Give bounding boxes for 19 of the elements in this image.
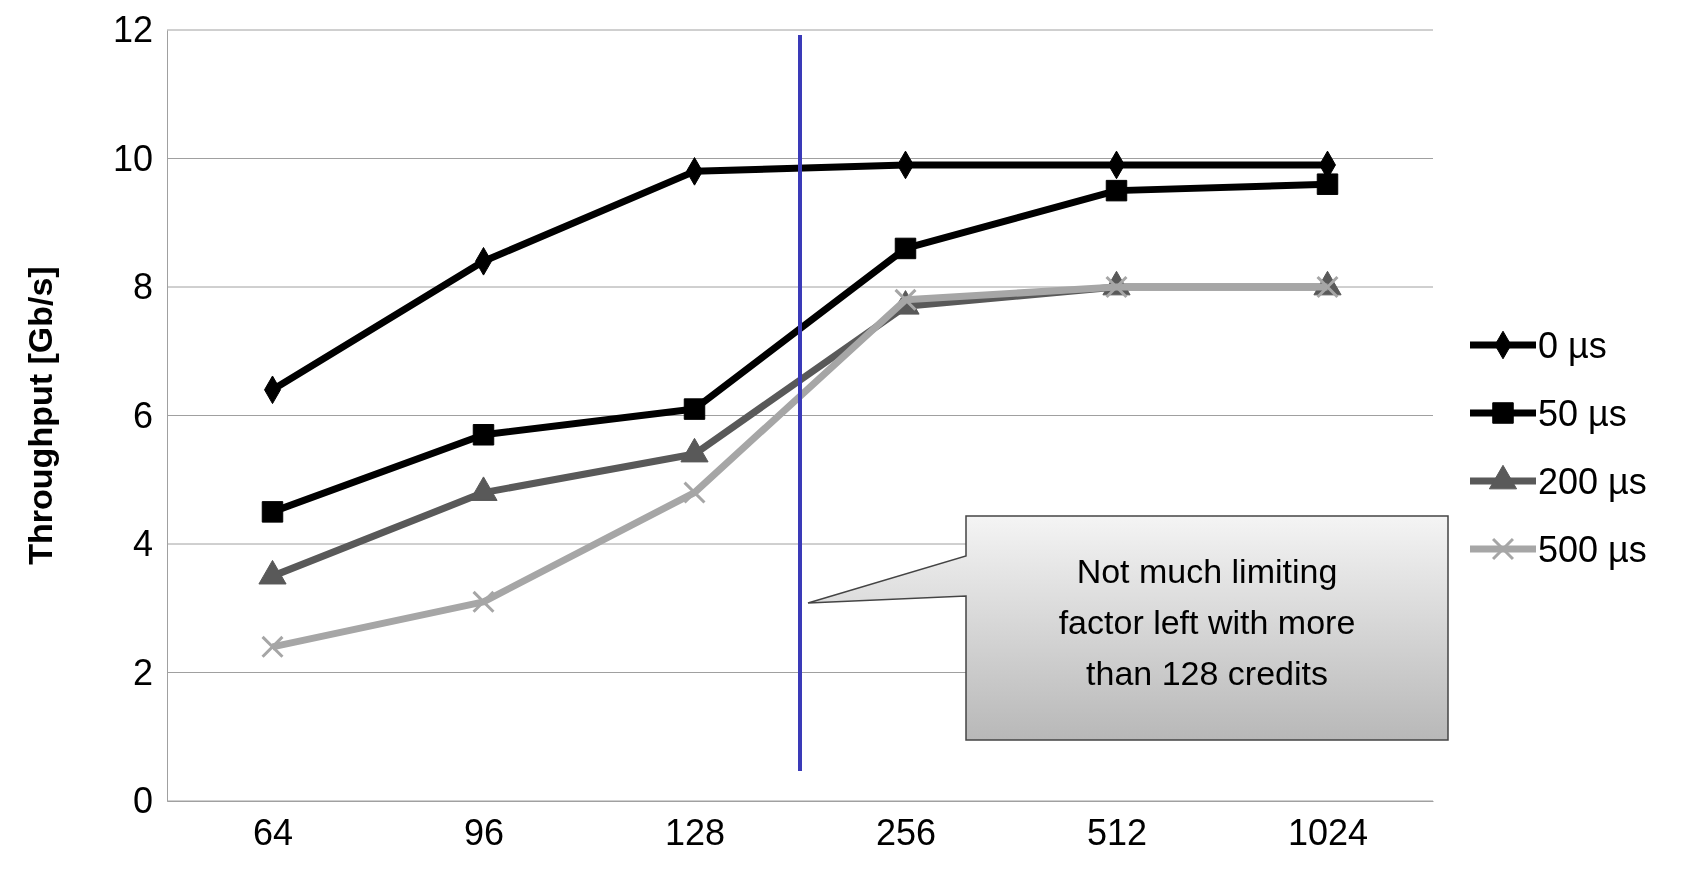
- y-tick-label: 10: [112, 137, 153, 179]
- x-tick-label: 128: [664, 811, 726, 853]
- y-tick-label: 6: [132, 394, 153, 436]
- legend-label: 500 µs: [1538, 529, 1647, 570]
- y-tick-label: 0: [132, 780, 153, 822]
- y-tick-label: 4: [132, 523, 153, 565]
- x-tick-label: 64: [252, 811, 294, 853]
- legend-label: 50 µs: [1538, 393, 1627, 434]
- y-tick-label: 12: [112, 9, 153, 51]
- x-tick-label: 256: [875, 811, 937, 853]
- y-tick-label: 8: [132, 266, 153, 308]
- x-tick-label: 96: [463, 811, 505, 853]
- x-tick-label: 1024: [1287, 811, 1369, 853]
- legend-label: 0 µs: [1538, 325, 1607, 366]
- legend-label: 200 µs: [1538, 461, 1647, 502]
- x-tick-label: 512: [1086, 811, 1148, 853]
- annotation: Not much limiting factor left with more than 128 credits: [1058, 552, 1356, 692]
- y-axis-title: Throughput [Gb/s]: [21, 266, 59, 565]
- y-tick-label: 2: [132, 651, 153, 693]
